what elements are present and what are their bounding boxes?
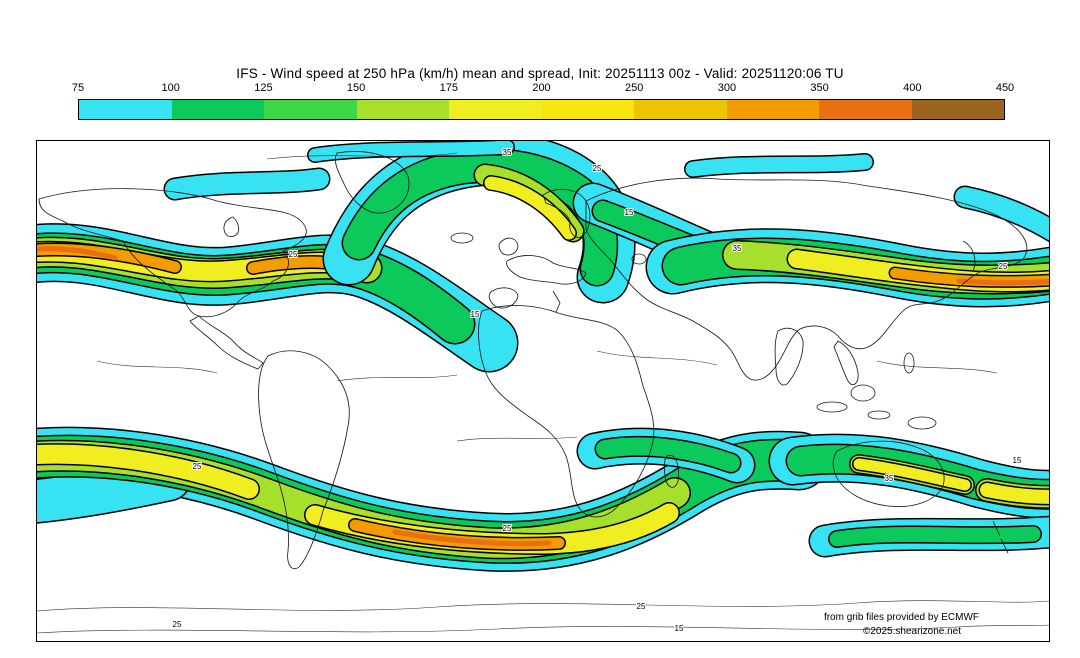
spread-contour [876, 360, 998, 374]
coastlines [38, 151, 1028, 570]
colorbar-segment [634, 100, 727, 119]
colorbar-tick-label: 400 [903, 82, 922, 94]
colorbar-segment [726, 100, 819, 119]
coastline-europe [506, 255, 587, 285]
coastline-hudson-bay [223, 216, 240, 237]
world-wind-map: 35 25 15 25 35 25 15 35 25 25 15 25 15 25 [37, 141, 1049, 634]
contour-label: 35 [885, 474, 894, 483]
colorbar-tick-label: 175 [439, 82, 458, 94]
wind-band-stroke [980, 483, 1049, 504]
colorbar-tick-label: 250 [625, 82, 644, 94]
contour-label: 25 [173, 620, 182, 629]
contour-label: 25 [503, 524, 512, 533]
colorbar-tick-label: 300 [717, 82, 737, 94]
wind-speed-bands [37, 141, 1049, 572]
wind-band-stroke [37, 246, 118, 261]
contour-label: 25 [593, 164, 602, 173]
colorbar-segment [541, 100, 634, 119]
colorbar-tick-label: 125 [254, 82, 273, 94]
coastline-new-zealand [992, 520, 1009, 554]
colorbar-segment [79, 100, 172, 119]
coastline-africa [478, 305, 655, 518]
coastline-borneo [850, 384, 876, 402]
coastline-north-america [38, 188, 307, 318]
coastline-japan [962, 240, 976, 272]
colorbar-tick-label: 75 [71, 82, 85, 94]
spread-contour [37, 600, 1049, 612]
contour-label: 15 [675, 624, 684, 633]
colorbar-tick-label: 200 [532, 82, 551, 94]
coastline-asia [585, 177, 1028, 381]
coastline-india [774, 327, 804, 386]
coastline-central-america [189, 315, 264, 370]
spread-contours [37, 152, 1049, 634]
coastline-se-asia [833, 340, 859, 386]
coastline-scandinavia [542, 188, 591, 238]
colorbar-segment [356, 100, 449, 119]
wind-band-stroke [165, 169, 329, 199]
wind-band-stroke [392, 529, 552, 547]
colorbar-ticks: 75 100 125 150 175 200 250 300 350 400 450 [72, 82, 1014, 97]
wind-band-stroke [956, 278, 1049, 286]
contour-labels: 35 25 15 25 35 25 15 35 25 25 15 25 15 25 [172, 147, 1023, 634]
contour-label: 25 [999, 262, 1008, 271]
spread-contour [336, 374, 458, 382]
colorbar-legend: 75 100 125 150 175 200 250 300 350 400 450 [72, 82, 1014, 120]
colorbar-tick-label: 150 [346, 82, 366, 94]
contour-label: 25 [289, 250, 298, 259]
contour-label: 25 [637, 602, 646, 611]
contour-label: 15 [471, 310, 480, 319]
wind-band-stroke [484, 176, 576, 240]
coastline-madagascar [663, 454, 679, 488]
wind-band-stroke [955, 187, 1049, 241]
spread-contour [96, 360, 218, 374]
coastline-greenland [334, 151, 410, 214]
spread-contour [266, 152, 458, 160]
coastline-caspian-sea [631, 253, 647, 265]
colorbar [78, 99, 1005, 120]
coastline-java [867, 410, 891, 420]
coastline-british-isles [498, 237, 519, 256]
spread-contour [456, 436, 578, 442]
page-title: IFS - Wind speed at 250 hPa (km/h) mean … [236, 66, 844, 81]
colorbar-segment [911, 100, 1004, 119]
map-panel: 35 25 15 25 35 25 15 35 25 25 15 25 15 25 from grib f… [36, 140, 1050, 642]
copyright-text: ©2025.shearizone.net [863, 626, 961, 637]
contour-label: 25 [193, 462, 202, 471]
coastline-iceland [450, 232, 474, 244]
colorbar-segment [171, 100, 264, 119]
spread-contour [37, 624, 1049, 634]
colorbar-tick-label: 350 [810, 82, 829, 94]
wind-band-stroke [37, 444, 259, 499]
coastline-iberia [488, 287, 519, 309]
coastline-philippines [903, 352, 915, 374]
colorbar-segment [449, 100, 542, 119]
coastline-south-america [258, 350, 350, 570]
coastline-sumatra [816, 401, 848, 413]
contour-label: 15 [1013, 456, 1022, 465]
wind-band-stroke [596, 437, 740, 472]
contour-label: 35 [503, 148, 512, 157]
spread-contour [596, 350, 718, 366]
coastline-italy [552, 290, 561, 313]
wind-band-stroke [853, 458, 971, 491]
contour-label: 35 [733, 244, 742, 253]
wind-band-stroke [308, 141, 514, 162]
colorbar-segment [264, 100, 357, 119]
wind-band-stroke [685, 154, 873, 177]
colorbar-tick-label: 450 [995, 82, 1015, 94]
colorbar-segment [819, 100, 912, 119]
colorbar-tick-label: 100 [161, 82, 180, 94]
coastline-new-guinea [907, 416, 937, 430]
wind-band-stroke [829, 526, 1041, 547]
coastline-australia [832, 440, 945, 508]
contour-label: 15 [625, 208, 634, 217]
attribution-text: from grib files provided by ECMWF [823, 612, 979, 623]
